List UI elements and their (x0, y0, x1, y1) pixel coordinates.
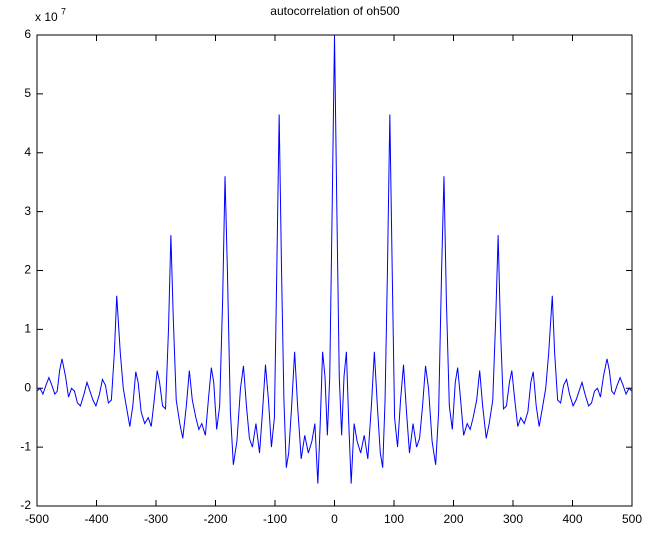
x-tick-label: -100 (263, 512, 287, 526)
y-tick-label: 4 (24, 145, 31, 159)
y-tick-label: 3 (24, 204, 31, 218)
y-tick-label: 0 (24, 380, 31, 394)
x-tick-label: 100 (384, 512, 404, 526)
y-tick-label: -2 (20, 498, 31, 512)
x-tick-label: -200 (203, 512, 227, 526)
y-tick-label: -1 (20, 439, 31, 453)
axis-multiplier: x 10 (35, 10, 58, 24)
x-tick-label: -500 (25, 512, 49, 526)
y-tick-label: 2 (24, 263, 31, 277)
x-tick-label: 0 (331, 512, 338, 526)
data-line (36, 34, 633, 484)
x-tick-label: -400 (84, 512, 108, 526)
y-tick-label: 1 (24, 322, 31, 336)
plot-frame (36, 34, 633, 507)
x-tick-label: -300 (144, 512, 168, 526)
axis-multiplier-exponent: 7 (61, 6, 66, 16)
x-tick-label: 200 (443, 512, 463, 526)
y-tick-label: 5 (24, 86, 31, 100)
x-tick-label: 400 (562, 512, 582, 526)
y-tick-label: 6 (24, 27, 31, 41)
chart-title: autocorrelation of oh500 (270, 4, 400, 18)
x-tick-label: 500 (622, 512, 642, 526)
x-tick-label: 300 (503, 512, 523, 526)
